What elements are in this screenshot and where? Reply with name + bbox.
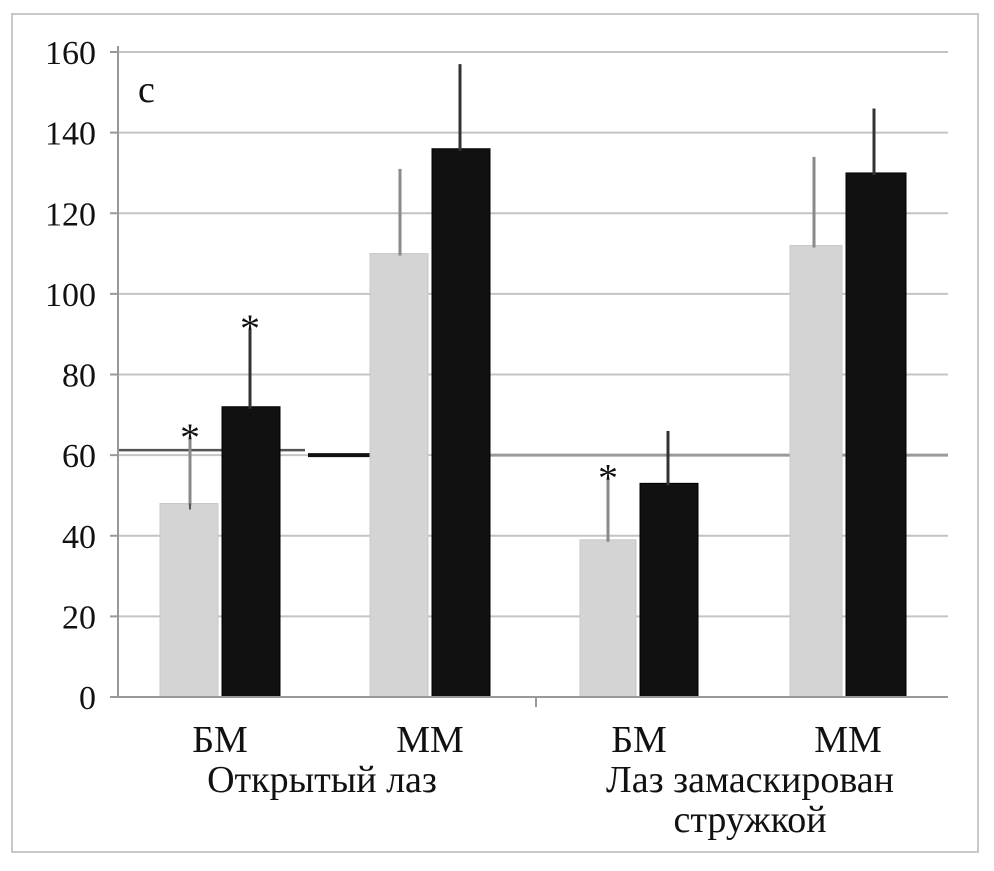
y-tick-label: 0 — [79, 680, 96, 717]
y-tick-label: 160 — [45, 35, 96, 72]
bar — [369, 253, 429, 698]
y-tick-label: 100 — [45, 277, 96, 314]
group-label: Открытый лаз — [207, 759, 437, 801]
bar — [845, 172, 907, 698]
bar — [579, 539, 637, 698]
category-label: ММ — [814, 719, 882, 761]
y-tick-label: 140 — [45, 116, 96, 153]
group-label: стружкой — [673, 799, 826, 841]
category-label: ММ — [396, 719, 464, 761]
bar — [159, 503, 219, 698]
axes — [110, 46, 948, 707]
panel-letter: c — [138, 69, 155, 111]
y-tick-label: 60 — [62, 438, 96, 475]
y-tick-label: 80 — [62, 358, 96, 395]
bar — [431, 148, 491, 698]
bars — [159, 148, 907, 698]
y-tick-label: 120 — [45, 196, 96, 233]
bar — [639, 482, 699, 698]
category-label: БМ — [611, 719, 667, 761]
bar — [789, 245, 843, 698]
significance-star: * — [180, 415, 200, 460]
y-tick-label: 20 — [62, 599, 96, 636]
error-bars — [188, 64, 876, 542]
bar — [221, 406, 281, 698]
y-tick-label: 40 — [62, 519, 96, 556]
group-label: Лаз замаскирован — [606, 759, 894, 801]
category-label: БМ — [192, 719, 248, 761]
significance-star: * — [240, 306, 260, 351]
significance-star: * — [598, 455, 618, 500]
